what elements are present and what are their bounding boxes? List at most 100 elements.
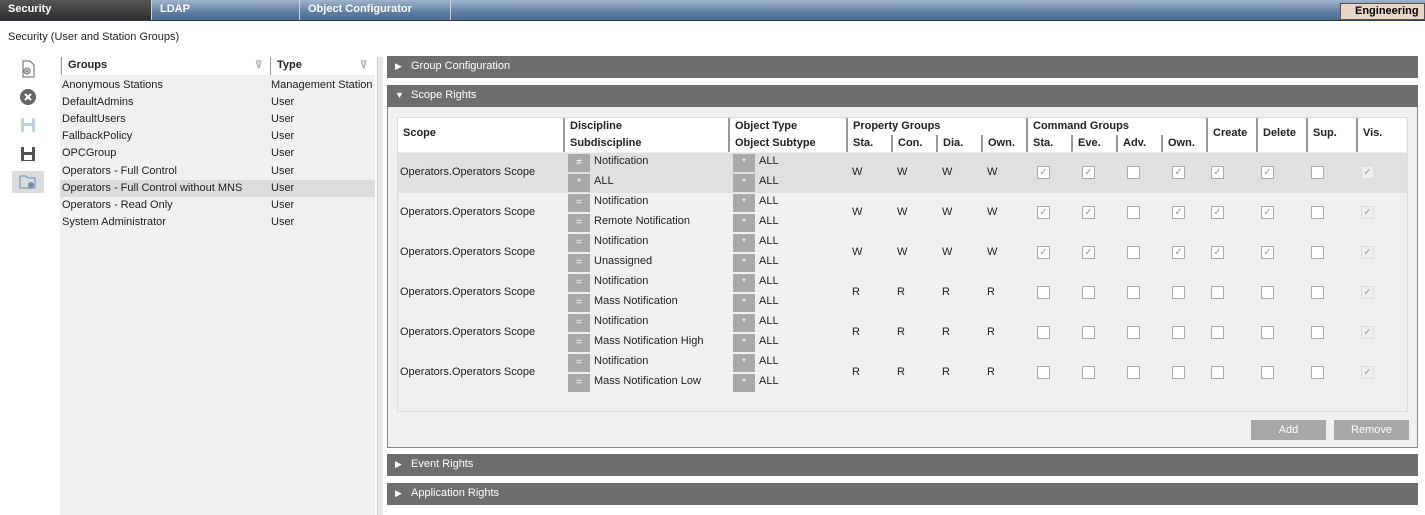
command-checkbox[interactable]: ✓ xyxy=(1082,246,1095,259)
object-type-operator[interactable]: * xyxy=(733,154,755,172)
property-right[interactable]: R xyxy=(852,366,860,378)
command-checkbox[interactable]: ✓ xyxy=(1172,166,1185,179)
property-right[interactable]: W xyxy=(897,246,908,258)
object-type-operator[interactable]: * xyxy=(733,194,755,212)
command-checkbox[interactable] xyxy=(1082,366,1095,379)
discipline-operator[interactable]: = xyxy=(568,314,590,332)
command-checkbox[interactable] xyxy=(1127,246,1140,259)
delete-checkbox[interactable] xyxy=(1261,326,1274,339)
property-right[interactable]: R xyxy=(852,326,860,338)
table-row[interactable]: Operators.Operators Scope = Notification = M… xyxy=(398,353,1407,393)
sup-checkbox[interactable] xyxy=(1311,246,1324,259)
property-right[interactable]: W xyxy=(987,166,998,178)
header-command-groups[interactable]: Command Groups xyxy=(1026,118,1206,135)
object-type-operator[interactable]: * xyxy=(733,274,755,292)
object-subtype-operator[interactable]: * xyxy=(733,214,755,232)
object-subtype-operator[interactable]: * xyxy=(733,174,755,192)
create-checkbox[interactable] xyxy=(1211,326,1224,339)
engineering-mode-button[interactable]: Engineering xyxy=(1340,3,1425,20)
subdiscipline-operator[interactable]: * xyxy=(568,174,590,192)
object-subtype-operator[interactable]: * xyxy=(733,334,755,352)
delete-checkbox[interactable]: ✓ xyxy=(1261,206,1274,219)
create-checkbox[interactable]: ✓ xyxy=(1211,166,1224,179)
header-object-type[interactable]: Object Type xyxy=(728,118,846,135)
command-checkbox[interactable]: ✓ xyxy=(1082,206,1095,219)
list-item[interactable]: FallbackPolicy User xyxy=(60,128,375,145)
list-item[interactable]: OPCGroup User xyxy=(60,145,375,162)
table-row[interactable]: Operators.Operators Scope = Notification = U… xyxy=(398,233,1407,273)
configure-button[interactable] xyxy=(12,171,44,193)
filter-icon[interactable]: ⊽ xyxy=(360,60,368,71)
property-right[interactable]: R xyxy=(942,326,950,338)
property-right[interactable]: R xyxy=(987,366,995,378)
save-as-button[interactable] xyxy=(12,143,44,165)
object-type-operator[interactable]: * xyxy=(733,354,755,372)
command-checkbox[interactable] xyxy=(1037,286,1050,299)
vis-checkbox[interactable]: ✓ xyxy=(1361,326,1374,339)
property-right[interactable]: W xyxy=(897,206,908,218)
vis-checkbox[interactable]: ✓ xyxy=(1361,206,1374,219)
save-button[interactable] xyxy=(12,114,44,136)
property-right[interactable]: W xyxy=(942,206,953,218)
header-cmd-col[interactable]: Own. xyxy=(1161,135,1206,152)
command-checkbox[interactable]: ✓ xyxy=(1037,206,1050,219)
vis-checkbox[interactable]: ✓ xyxy=(1361,166,1374,179)
command-checkbox[interactable]: ✓ xyxy=(1037,166,1050,179)
object-subtype-operator[interactable]: * xyxy=(733,374,755,392)
table-row[interactable]: Operators.Operators Scope = Notification = R… xyxy=(398,193,1407,233)
list-item[interactable]: Operators - Full Control without MNS User xyxy=(60,179,375,197)
header-prop-col[interactable]: Own. xyxy=(981,135,1026,152)
add-button[interactable]: Add xyxy=(1251,420,1326,440)
subdiscipline-operator[interactable]: = xyxy=(568,254,590,272)
delete-checkbox[interactable]: ✓ xyxy=(1261,246,1274,259)
sup-checkbox[interactable] xyxy=(1311,286,1324,299)
sup-checkbox[interactable] xyxy=(1311,366,1324,379)
list-item[interactable]: Anonymous Stations Management Station xyxy=(60,77,375,94)
section-event-rights[interactable]: ▶ Event Rights xyxy=(387,454,1418,476)
tab-ldap[interactable]: LDAP xyxy=(152,0,300,20)
splitter[interactable] xyxy=(377,57,383,515)
property-right[interactable]: W xyxy=(852,166,863,178)
tab-security[interactable]: Security xyxy=(0,0,152,20)
discipline-operator[interactable]: = xyxy=(568,354,590,372)
filter-icon[interactable]: ⊽ xyxy=(255,60,263,71)
header-create[interactable]: Create xyxy=(1206,118,1256,152)
command-checkbox[interactable]: ✓ xyxy=(1172,206,1185,219)
object-type-operator[interactable]: * xyxy=(733,234,755,252)
property-right[interactable]: W xyxy=(942,246,953,258)
header-property-groups[interactable]: Property Groups xyxy=(846,118,1026,135)
discipline-operator[interactable]: = xyxy=(568,234,590,252)
header-prop-col[interactable]: Dia. xyxy=(936,135,981,152)
command-checkbox[interactable]: ✓ xyxy=(1037,246,1050,259)
command-checkbox[interactable]: ✓ xyxy=(1172,246,1185,259)
sup-checkbox[interactable] xyxy=(1311,206,1324,219)
header-object-subtype[interactable]: Object Subtype xyxy=(728,135,846,152)
command-checkbox[interactable] xyxy=(1127,366,1140,379)
section-scope-rights[interactable]: ▼ Scope Rights xyxy=(387,85,1418,107)
create-checkbox[interactable]: ✓ xyxy=(1211,206,1224,219)
list-item[interactable]: DefaultAdmins User xyxy=(60,94,375,111)
vis-checkbox[interactable]: ✓ xyxy=(1361,246,1374,259)
object-type-operator[interactable]: * xyxy=(733,314,755,332)
list-item[interactable]: DefaultUsers User xyxy=(60,111,375,128)
discipline-operator[interactable]: ≠ xyxy=(568,154,590,172)
command-checkbox[interactable] xyxy=(1127,206,1140,219)
command-checkbox[interactable]: ✓ xyxy=(1082,166,1095,179)
section-group-configuration[interactable]: ▶ Group Configuration xyxy=(387,56,1418,78)
delete-checkbox[interactable] xyxy=(1261,366,1274,379)
remove-button[interactable]: Remove xyxy=(1334,420,1409,440)
command-checkbox[interactable] xyxy=(1127,286,1140,299)
property-right[interactable]: R xyxy=(942,286,950,298)
header-sup[interactable]: Sup. xyxy=(1306,118,1356,152)
discipline-operator[interactable]: = xyxy=(568,194,590,212)
tab-object-configurator[interactable]: Object Configurator xyxy=(300,0,451,20)
delete-checkbox[interactable]: ✓ xyxy=(1261,166,1274,179)
create-checkbox[interactable]: ✓ xyxy=(1211,246,1224,259)
section-application-rights[interactable]: ▶ Application Rights xyxy=(387,483,1418,505)
header-delete[interactable]: Delete xyxy=(1256,118,1306,152)
table-row[interactable]: Operators.Operators Scope ≠ Notification * A… xyxy=(398,153,1407,193)
sup-checkbox[interactable] xyxy=(1311,166,1324,179)
header-discipline[interactable]: Discipline xyxy=(563,118,728,135)
subdiscipline-operator[interactable]: = xyxy=(568,294,590,312)
subdiscipline-operator[interactable]: = xyxy=(568,334,590,352)
